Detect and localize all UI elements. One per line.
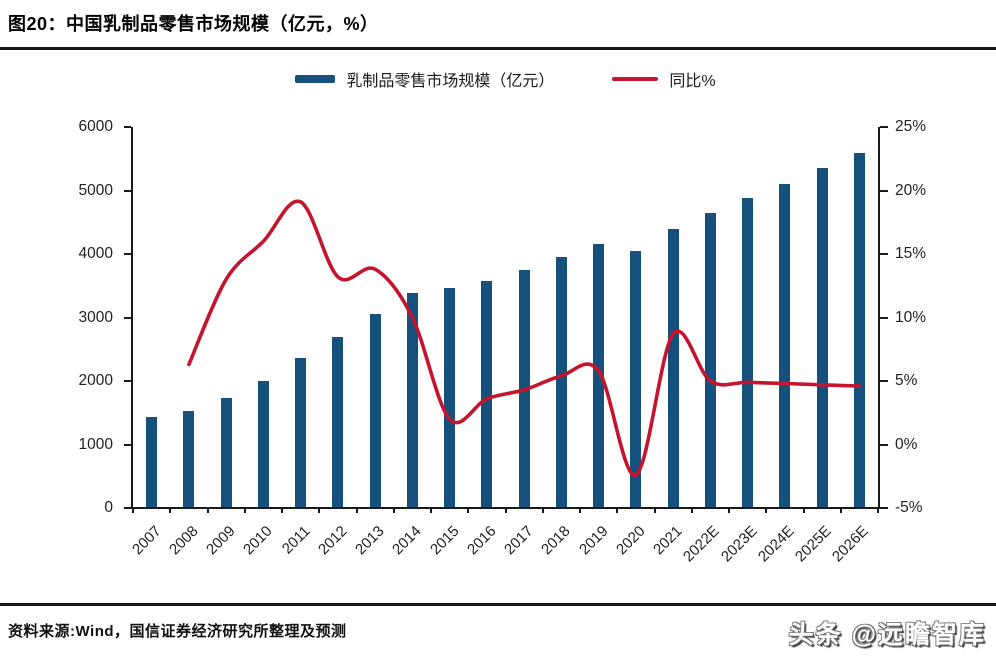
bar-2018	[555, 257, 567, 508]
x-axis-tick	[579, 508, 581, 513]
legend-line-swatch	[612, 77, 659, 81]
figure-title: 图20：中国乳制品零售市场规模（亿元，%）	[8, 14, 379, 34]
bar-2021	[667, 228, 679, 508]
bar-2025E	[816, 168, 828, 508]
left-axis-tick-label: 2000	[78, 372, 113, 389]
x-axis-tick	[765, 508, 768, 513]
bar-2011	[295, 357, 307, 508]
x-axis-tick	[504, 508, 507, 513]
x-axis-tick	[243, 508, 246, 513]
left-axis-tick	[124, 507, 131, 509]
x-axis-tick	[802, 508, 805, 513]
right-axis-tick-label: 20%	[895, 181, 927, 199]
bar-2020	[630, 250, 642, 508]
left-axis-line	[131, 127, 133, 508]
title-divider	[0, 47, 996, 50]
legend-bar-swatch	[295, 75, 336, 83]
x-axis-tick	[541, 508, 544, 513]
right-axis-tick-label: 10%	[895, 308, 927, 326]
bar-2010	[257, 381, 269, 508]
left-axis-tick	[124, 253, 131, 255]
x-axis-tick	[839, 508, 842, 513]
right-axis-tick	[880, 507, 888, 509]
x-axis-tick	[430, 508, 432, 513]
bar-2008	[183, 410, 195, 508]
legend-entry-line: 同比%	[612, 67, 716, 91]
right-axis-line	[878, 127, 880, 508]
x-axis-tick	[616, 508, 619, 513]
bar-2014	[406, 292, 418, 508]
legend-line-label: 同比%	[669, 73, 716, 90]
left-axis-tick	[124, 443, 131, 446]
left-axis-tick-label: 3000	[78, 308, 113, 326]
left-axis-tick	[124, 189, 131, 192]
x-axis-tick	[206, 508, 209, 513]
left-axis-tick	[124, 126, 131, 128]
right-axis-tick-label: -5%	[895, 499, 923, 516]
right-axis-tick-label: 5%	[895, 372, 918, 389]
right-axis-tick	[880, 189, 888, 192]
left-axis-tick-label: 6000	[78, 118, 113, 135]
bar-2026E	[853, 153, 865, 508]
x-axis-tick	[318, 508, 321, 513]
bar-2015	[444, 288, 456, 508]
right-axis-tick	[880, 380, 888, 382]
x-axis-tick	[169, 508, 172, 513]
source-note: 资料来源:Wind，国信证券经济研究所整理及预测	[8, 623, 347, 640]
right-axis-tick-label: 15%	[895, 245, 927, 262]
x-axis-tick	[467, 508, 470, 513]
bar-2009	[220, 398, 232, 508]
left-axis-tick-label: 0	[104, 499, 113, 516]
bar-2007	[146, 417, 158, 508]
left-axis-tick-label: 1000	[78, 435, 113, 453]
watermark-logo: 头条 @远瞻智库	[788, 621, 986, 649]
right-axis-tick-label: 25%	[895, 118, 927, 135]
left-axis-tick	[124, 316, 131, 319]
x-axis-tick	[877, 508, 879, 513]
bar-2022E	[704, 212, 716, 508]
bar-2019	[593, 244, 605, 508]
chart-legend: 乳制品零售市场规模（亿元） 同比%	[133, 64, 878, 94]
right-axis-tick-label: 0%	[895, 435, 918, 453]
yoy-growth-line	[187, 199, 862, 477]
right-axis-tick	[880, 443, 888, 446]
left-axis-tick-label: 4000	[78, 245, 113, 262]
left-axis-tick	[124, 380, 131, 382]
x-axis-tick	[728, 508, 730, 513]
bar-2013	[369, 314, 381, 508]
legend-bar-label: 乳制品零售市场规模（亿元）	[346, 73, 555, 90]
x-axis-tick	[392, 508, 395, 513]
bar-2024E	[779, 184, 791, 508]
x-axis-tick	[355, 508, 358, 513]
x-axis-tick	[132, 508, 134, 513]
bar-2016	[481, 280, 493, 508]
bar-2023E	[742, 198, 754, 508]
right-axis-tick	[880, 253, 888, 255]
x-axis-tick	[281, 508, 283, 513]
right-axis-tick	[880, 126, 888, 128]
x-axis-tick	[653, 508, 656, 513]
yoy-growth-path	[187, 199, 862, 477]
x-axis-tick	[690, 508, 693, 513]
footer-divider	[0, 603, 996, 606]
left-axis-tick-label: 5000	[78, 181, 113, 199]
legend-entry-bar: 乳制品零售市场规模（亿元）	[295, 67, 554, 91]
right-axis-tick	[880, 316, 888, 319]
plot-area	[133, 127, 878, 508]
bar-2012	[332, 336, 344, 508]
